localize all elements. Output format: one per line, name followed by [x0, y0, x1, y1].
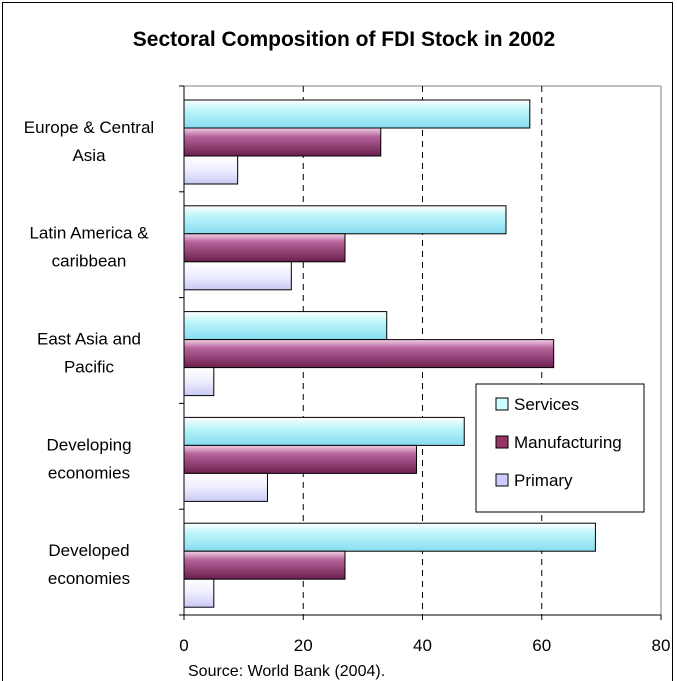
- bar-services-4: [183, 416, 465, 446]
- bar-manufacturing-5: [183, 550, 346, 580]
- x-tick-label-0: 0: [179, 636, 188, 655]
- category-label-5-line-1: Developed: [48, 541, 129, 560]
- category-label-1-line-2: Asia: [72, 146, 106, 165]
- bar-manufacturing-2: [183, 233, 346, 263]
- category-label-3-line-2: Pacific: [64, 358, 115, 377]
- x-tick-label-60: 60: [532, 636, 551, 655]
- bar-manufacturing-4: [183, 444, 418, 474]
- legend-label-services: Services: [514, 395, 579, 414]
- legend-label-manufacturing: Manufacturing: [514, 433, 622, 452]
- axes: [179, 85, 662, 620]
- chart-title: Sectoral Composition of FDI Stock in 200…: [133, 28, 555, 51]
- x-tick-labels: 0 20 40 60 80: [179, 636, 670, 655]
- legend: Services Manufacturing Primary: [475, 383, 645, 513]
- bar-services-3: [183, 311, 388, 341]
- x-tick-label-40: 40: [413, 636, 432, 655]
- bar-primary-1: [183, 155, 239, 185]
- bar-services-2: [183, 205, 507, 235]
- source-note: Source: World Bank (2004).: [188, 663, 385, 680]
- bar-services-1: [183, 99, 531, 129]
- bar-services-5: [183, 522, 596, 552]
- category-label-2-line-1: Latin America &: [29, 224, 149, 243]
- category-label-4-line-1: Developing: [46, 435, 131, 454]
- legend-label-primary: Primary: [514, 471, 573, 490]
- bar-primary-4: [183, 472, 268, 502]
- legend-swatch-services: [495, 397, 509, 411]
- category-labels: Europe & Central Asia Latin America & carib…: [24, 118, 154, 588]
- bars-group: [183, 99, 596, 608]
- category-label-5-line-2: economies: [48, 569, 130, 588]
- category-label-1-line-1: Europe & Central: [24, 118, 154, 137]
- bar-primary-3: [183, 367, 215, 397]
- bar-primary-5: [183, 578, 215, 608]
- x-tick-label-20: 20: [294, 636, 313, 655]
- legend-swatch-primary: [495, 473, 509, 487]
- category-label-3-line-1: East Asia and: [37, 330, 141, 349]
- x-tick-label-80: 80: [652, 636, 671, 655]
- bar-manufacturing-3: [183, 339, 555, 369]
- legend-swatch-manufacturing: [495, 435, 509, 449]
- category-label-2-line-2: caribbean: [52, 252, 127, 271]
- bar-manufacturing-1: [183, 127, 382, 157]
- bar-primary-2: [183, 261, 292, 291]
- category-label-4-line-2: economies: [48, 463, 130, 482]
